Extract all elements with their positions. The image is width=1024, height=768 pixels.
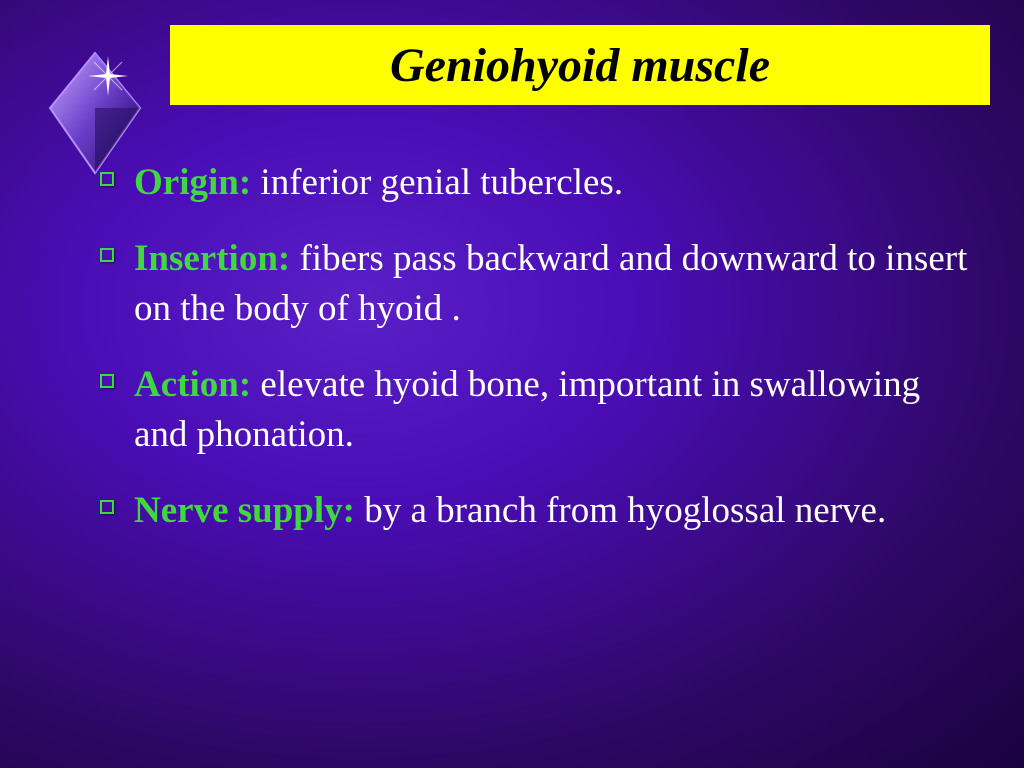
bullet-item: Insertion: fibers pass backward and down…: [100, 234, 970, 334]
bullet-text: Nerve supply: by a branch from hyoglossa…: [134, 486, 970, 536]
bullet-body: by a branch from hyoglossal nerve.: [355, 490, 886, 531]
title-bar: Geniohyoid muscle: [170, 25, 990, 105]
star-icon: [88, 56, 128, 96]
bullet-text: Origin: inferior genial tubercles.: [134, 158, 970, 208]
slide: Geniohyoid muscle Origin: inferior genia…: [0, 0, 1024, 768]
bullet-item: Origin: inferior genial tubercles.: [100, 158, 970, 208]
bullet-text: Insertion: fibers pass backward and down…: [134, 234, 970, 334]
bullet-body: inferior genial tubercles.: [251, 162, 623, 203]
bullet-marker-icon: [100, 500, 114, 514]
bullet-marker-icon: [100, 374, 114, 388]
bullet-label: Nerve supply:: [134, 490, 355, 531]
diamond-logo: [30, 18, 160, 178]
bullet-item: Action: elevate hyoid bone, important in…: [100, 360, 970, 460]
bullet-label: Action:: [134, 364, 251, 405]
bullet-text: Action: elevate hyoid bone, important in…: [134, 360, 970, 460]
bullet-marker-icon: [100, 172, 114, 186]
content-area: Origin: inferior genial tubercles. Insert…: [100, 158, 970, 562]
slide-title: Geniohyoid muscle: [390, 38, 770, 93]
bullet-item: Nerve supply: by a branch from hyoglossa…: [100, 486, 970, 536]
bullet-label: Origin:: [134, 162, 251, 203]
bullet-body: elevate hyoid bone, important in swallow…: [134, 364, 920, 455]
bullet-marker-icon: [100, 248, 114, 262]
bullet-label: Insertion:: [134, 238, 290, 279]
